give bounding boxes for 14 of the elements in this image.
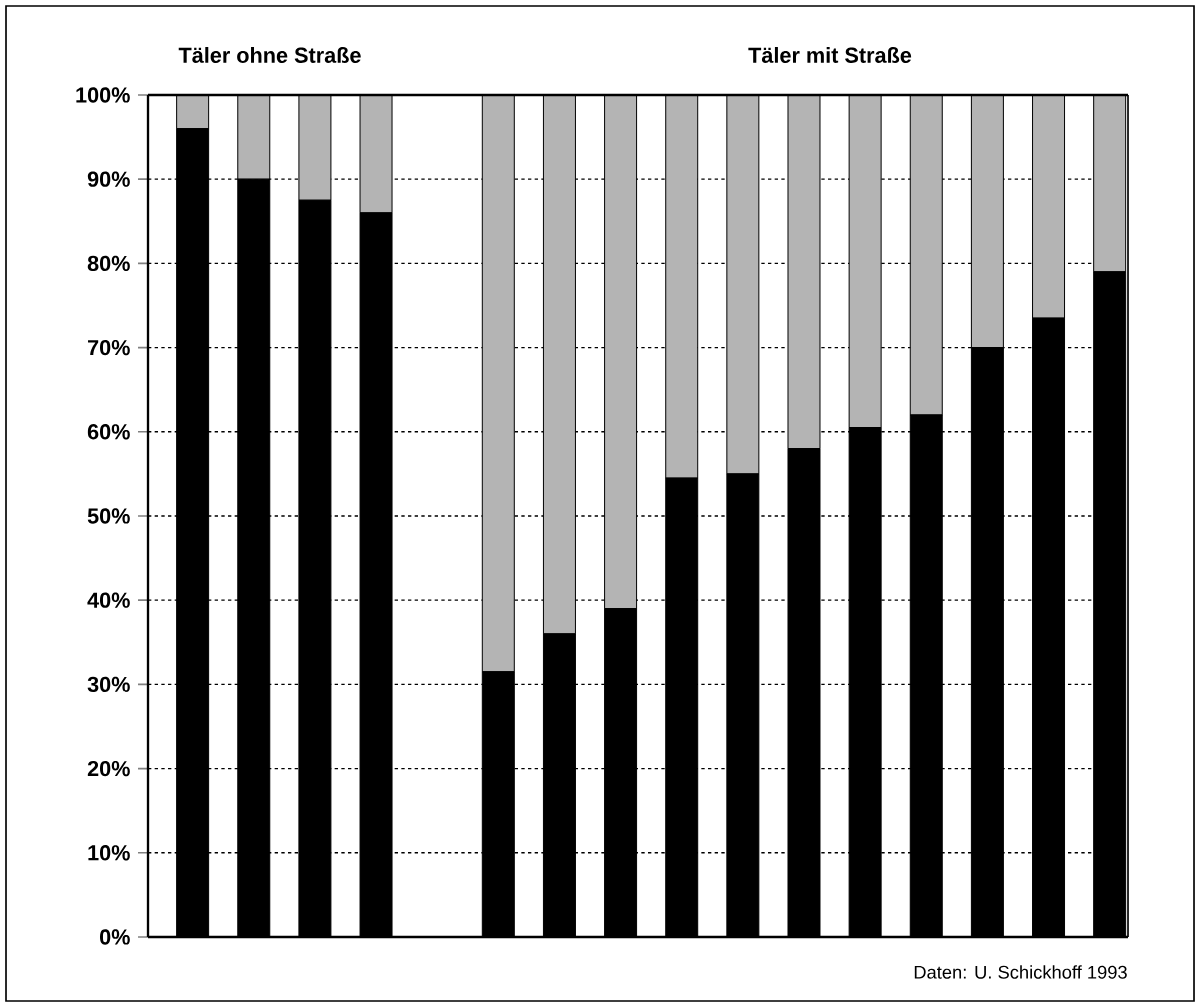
y-tick-label: 30% [87, 676, 130, 693]
y-tick-label: 60% [87, 424, 130, 440]
y-tick-label: 100% [76, 87, 130, 103]
text: Daten: U. Schickhoff 1993 [914, 965, 1127, 979]
y-tick-label: 50% [87, 508, 130, 524]
y-tick-label: 70% [88, 339, 130, 356]
y-tick-label: 10% [88, 845, 130, 861]
y-tick-label: 0% [100, 929, 130, 945]
y-tick-label: 40% [87, 592, 130, 608]
y-tick-label: 90% [87, 171, 130, 187]
y-tick-label: 80% [87, 255, 130, 272]
text: Täler ohne Straße [178, 47, 361, 63]
text: Täler mit Straße [748, 47, 912, 63]
y-tick-label: 20% [87, 760, 130, 777]
